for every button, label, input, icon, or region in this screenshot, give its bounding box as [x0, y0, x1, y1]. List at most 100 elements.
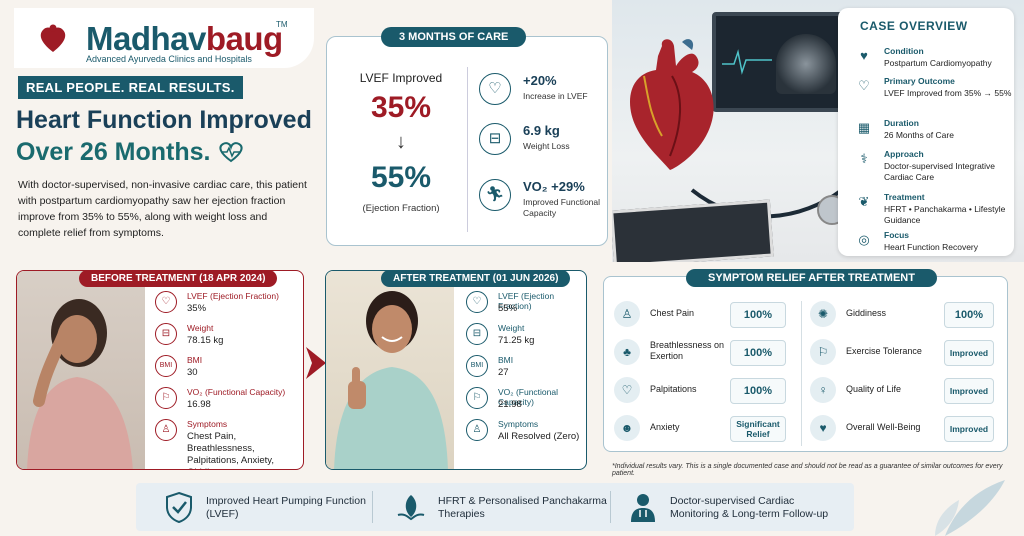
symptom-row: ⚐ Exercise Tolerance Improved: [810, 337, 1002, 369]
divider: [801, 301, 802, 446]
care-title: 3 MONTHS OF CARE: [381, 27, 527, 47]
stat-title: VO₂ (Functional Capacity): [187, 387, 286, 397]
trademark: TM: [276, 20, 288, 29]
case-item-title: Duration: [884, 118, 919, 128]
brand-name-part1: Madhav: [86, 20, 206, 57]
metric-vo2: 🏃︎ VO₂ +29% Improved Functional Capacity: [479, 177, 604, 221]
metric-value: +20%: [523, 73, 557, 88]
bmi-icon: BMI: [155, 355, 177, 377]
anatomical-heart-icon: [630, 39, 714, 170]
person-icon: ♙: [155, 419, 177, 441]
runner-icon: ⚐: [155, 387, 177, 409]
symptom-row: ♥ Overall Well-Being Improved: [810, 413, 1002, 445]
headline-line1: Heart Function Improved: [16, 106, 312, 134]
stat-value: 27: [498, 367, 509, 378]
echo-printout: [612, 199, 774, 262]
runner-icon: ⚐: [810, 339, 836, 365]
metric-weight: ⊟ 6.9 kg Weight Loss: [479, 121, 604, 165]
lvef-from: 35%: [370, 91, 432, 124]
scale-icon: ⊟: [466, 323, 488, 345]
page-title: Heart Function Improved Over 26 Months.: [16, 104, 312, 168]
symptom-name: Quality of Life: [846, 384, 902, 394]
heart-hands-logo-icon: [40, 24, 66, 52]
lvef-label: LVEF Improved: [359, 71, 443, 85]
stat-value: 71.25 kg: [498, 335, 535, 346]
echo-scan: [776, 34, 836, 94]
heart-hand-icon: ♥: [810, 415, 836, 441]
after-title: AFTER TREATMENT (01 JUN 2026): [381, 271, 571, 287]
stat-value: 78.15 kg: [187, 335, 224, 346]
case-item-desc: 26 Months of Care: [884, 130, 954, 140]
doctor-icon: [631, 494, 655, 522]
arrow-down-icon: ↓: [396, 131, 406, 153]
chest-icon: ♙: [614, 301, 640, 327]
stat-title: LVEF (Ejection Fraction): [498, 291, 555, 311]
echo-monitor: [712, 12, 852, 112]
case-overview-title: CASE OVERVIEW: [860, 19, 968, 33]
after-treatment-card: AFTER TREATMENT (01 JUN 2026) ♡ LVEF (Eje…: [325, 270, 587, 470]
shield-check-icon: [166, 491, 192, 523]
results-tagline: REAL PEOPLE. REAL RESULTS.: [18, 76, 243, 99]
symptom-value: Improved: [944, 378, 994, 404]
symptom-value: 100%: [730, 378, 786, 404]
stat-title: VO₂ (Functional Capacity): [498, 387, 558, 407]
benefits-band: Improved Heart Pumping Function (LVEF) H…: [136, 483, 854, 531]
scale-icon: ⊟: [155, 323, 177, 345]
heart-pulse-icon: ♡: [614, 377, 640, 403]
stat-value: All Resolved (Zero): [498, 431, 580, 442]
heartbeat-icon: [219, 142, 244, 163]
symptom-value: 100%: [730, 340, 786, 366]
divider: [372, 491, 373, 523]
stat-title: Symptoms: [498, 419, 539, 429]
headline-line2-text: Over 26 Months.: [16, 138, 211, 166]
benefit-item: Improved Heart Pumping Function (LVEF): [164, 489, 366, 525]
stat-value: Chest Pain, Breathlessness, Palpitations…: [187, 431, 274, 469]
calendar-icon: ▦: [857, 120, 871, 135]
case-item-desc: Postpartum Cardiomyopathy: [884, 58, 992, 68]
case-item-title: Approach: [884, 149, 924, 159]
metric-lvef: ♡ +20% Increase in LVEF: [479, 71, 604, 115]
benefit-text: Improved Heart Pumping Function (LVEF): [206, 495, 366, 520]
symptom-row: ✺ Giddiness 100%: [810, 299, 1002, 331]
stat-title: Weight: [187, 323, 214, 333]
bmi-icon: BMI: [466, 355, 488, 377]
case-item-title: Focus: [884, 230, 910, 240]
runner-icon: ⚐: [466, 387, 488, 409]
stat-value: 21.98: [498, 399, 522, 410]
symptom-relief-card: SYMPTOM RELIEF AFTER TREATMENT ♙ Chest Pa…: [603, 269, 1008, 452]
brand-tagline: Advanced Ayurveda Clinics and Hospitals: [86, 54, 252, 64]
disclaimer-text: *Individual results vary. This is a sing…: [612, 463, 1003, 477]
metric-value: 6.9 kg: [523, 123, 560, 138]
symptom-title: SYMPTOM RELIEF AFTER TREATMENT: [686, 269, 937, 287]
symptom-value: 100%: [944, 302, 994, 328]
symptom-row: ☻ Anxiety Significant Relief: [614, 413, 794, 445]
benefit-item: HFRT & Personalised Panchakarma Therapie…: [396, 489, 607, 525]
symptom-name: Giddiness: [846, 308, 887, 318]
symptom-name: Palpitations: [650, 384, 697, 394]
lvef-to: 55%: [370, 161, 432, 194]
case-item-desc: Heart Function Recovery: [884, 242, 979, 252]
symptom-value: Improved: [944, 340, 994, 366]
metric-label: Improved Functional Capacity: [523, 197, 601, 218]
intro-text: With doctor-supervised, non-invasive car…: [18, 179, 307, 239]
brand-logo[interactable]: Madhavbaug TM Advanced Ayurveda Clinics …: [14, 8, 314, 68]
stat-title: BMI: [187, 355, 203, 365]
leaf-hand-icon: [397, 495, 425, 521]
symptom-row: ♡ Palpitations 100%: [614, 375, 794, 407]
symptom-value: 100%: [730, 302, 786, 328]
case-item-title: Primary Outcome: [884, 76, 955, 86]
heart-pulse-icon: ♡: [155, 291, 177, 313]
dizzy-icon: ✺: [810, 301, 836, 327]
decorative-leaves-icon: [935, 480, 1005, 536]
person-icon: ♙: [466, 419, 488, 441]
symptom-value: Significant Relief: [730, 416, 786, 442]
case-item-desc: Doctor-supervised Integrative Cardiac Ca…: [884, 161, 996, 182]
case-item-title: Treatment: [884, 192, 925, 202]
case-item-desc: LVEF Improved from 35% → 55%: [884, 88, 1012, 98]
ecg-wave-icon: [722, 49, 772, 75]
doctor-icon: ⚕: [860, 151, 868, 166]
case-overview-card: CASE OVERVIEW ♥ Condition Postpartum Cardi…: [838, 8, 1014, 256]
stat-value: 30: [187, 367, 198, 378]
happy-woman-illustration: [334, 291, 448, 469]
symptom-name: Exercise Tolerance: [846, 346, 922, 356]
